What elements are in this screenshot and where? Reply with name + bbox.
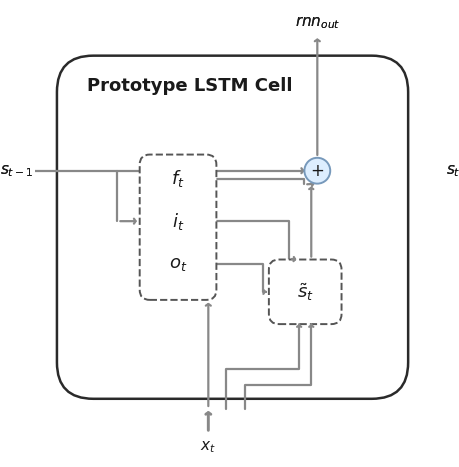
- Text: Prototype LSTM Cell: Prototype LSTM Cell: [87, 77, 292, 95]
- Text: $x_t$: $x_t$: [200, 439, 216, 455]
- FancyBboxPatch shape: [140, 155, 216, 300]
- Text: $i_t$: $i_t$: [172, 211, 184, 232]
- FancyBboxPatch shape: [269, 260, 341, 324]
- Text: $rnn_{out}$: $rnn_{out}$: [294, 14, 339, 31]
- FancyBboxPatch shape: [57, 56, 407, 399]
- Text: $s_{t-1}$: $s_{t-1}$: [0, 163, 33, 178]
- Text: $rnn_{out}$: $rnn_{out}$: [294, 14, 339, 31]
- Text: $s_t$: $s_t$: [446, 163, 459, 178]
- Text: $o_t$: $o_t$: [168, 255, 187, 273]
- Text: $s_{t-1}$: $s_{t-1}$: [0, 163, 33, 178]
- Circle shape: [304, 158, 330, 184]
- Text: $f_t$: $f_t$: [171, 168, 185, 189]
- Text: $s_t$: $s_t$: [446, 163, 459, 178]
- Text: +: +: [310, 162, 324, 180]
- Text: $\tilde{s}_t$: $\tilde{s}_t$: [296, 281, 313, 303]
